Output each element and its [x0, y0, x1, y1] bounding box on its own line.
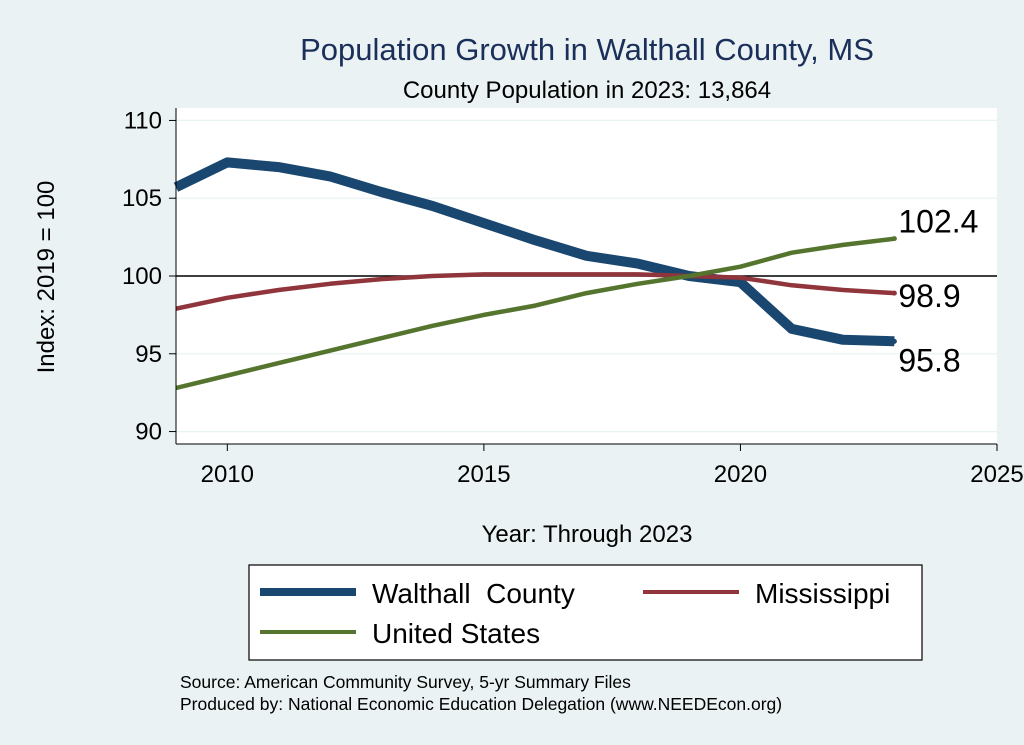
legend-label-united-states: United States	[372, 618, 540, 649]
chart-subtitle: County Population in 2023: 13,864	[403, 77, 771, 104]
y-axis-label: Index: 2019 = 100	[33, 181, 60, 374]
y-tick-label-110: 110	[124, 107, 162, 134]
series-line-mississippi	[175, 272, 895, 311]
chart-title: Population Growth in Walthall County, MS	[300, 32, 874, 67]
x-axis-label: Year: Through 2023	[482, 521, 693, 548]
y-tick-label-100: 100	[122, 263, 162, 290]
legend-label-mississippi: Mississippi	[755, 578, 890, 609]
x-tick-label-2020: 2020	[714, 461, 767, 488]
end-marker-walthall	[891, 338, 897, 344]
series-line-united-states	[175, 236, 895, 391]
y-tick-label-105: 105	[122, 185, 162, 212]
end-label-mississippi: 98.9	[898, 278, 960, 314]
y-axis-ticks: 90 95 100 105 110	[122, 107, 176, 446]
series-lines	[173, 157, 895, 391]
x-axis-ticks: 2010 2015 2020 2025	[201, 444, 1024, 488]
end-marker-united-states	[891, 236, 897, 242]
y-tick-label-95: 95	[135, 341, 162, 368]
x-tick-label-2010: 2010	[201, 461, 254, 488]
footer-source: Source: American Community Survey, 5-yr …	[180, 672, 631, 692]
end-label-walthall: 95.8	[898, 342, 960, 378]
legend-label-walthall: Walthall County	[372, 578, 575, 609]
y-tick-label-90: 90	[135, 419, 162, 446]
footer-produced-by: Produced by: National Economic Education…	[180, 694, 782, 714]
x-tick-label-2015: 2015	[457, 461, 510, 488]
end-marker-mississippi	[891, 290, 897, 296]
legend: Walthall County Mississippi United State…	[248, 564, 923, 661]
legend-box	[248, 564, 923, 661]
x-tick-label-2025: 2025	[970, 461, 1023, 488]
series-end-labels: 95.8 98.9 102.4	[898, 204, 978, 379]
end-label-united-states: 102.4	[898, 204, 978, 240]
series-line-walthall	[173, 157, 895, 347]
series-end-markers	[891, 236, 897, 344]
